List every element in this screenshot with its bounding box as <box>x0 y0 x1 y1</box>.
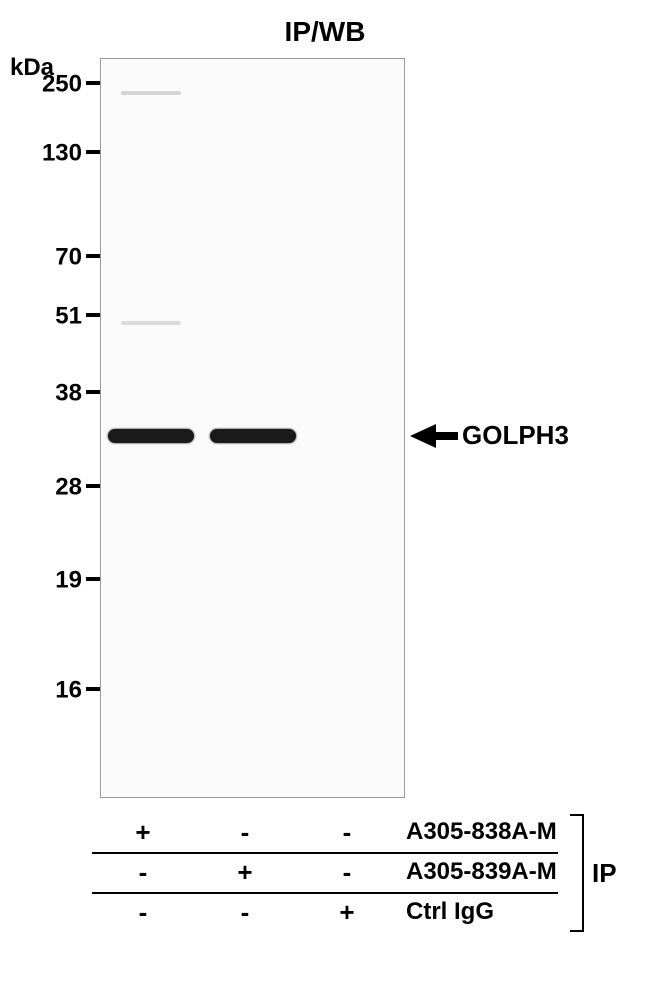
figure-title: IP/WB <box>0 16 650 48</box>
target-protein-label: GOLPH3 <box>462 420 569 451</box>
blot-faint-band <box>121 321 181 325</box>
ip-bracket-label: IP <box>592 858 617 889</box>
mw-tick-dash-icon <box>86 687 100 691</box>
mw-tick-label: 51 <box>55 303 82 330</box>
mw-tick-dash-icon <box>86 484 100 488</box>
target-band-arrow: GOLPH3 <box>410 420 569 451</box>
ip-table-mark: - <box>194 897 296 928</box>
ip-bracket-icon <box>570 814 584 932</box>
ip-table-row: +--A305-838A-M <box>92 812 622 852</box>
mw-tick-dash-icon <box>86 313 100 317</box>
mw-tick: 38 <box>26 379 100 408</box>
mw-tick-dash-icon <box>86 81 100 85</box>
mw-tick: 51 <box>26 302 100 331</box>
blot-band <box>108 429 194 443</box>
mw-tick: 70 <box>26 243 100 272</box>
mw-tick: 16 <box>26 676 100 705</box>
mw-tick-dash-icon <box>86 150 100 154</box>
ip-table-mark: - <box>92 897 194 928</box>
ip-table-mark: + <box>92 817 194 848</box>
ip-table-mark: + <box>194 857 296 888</box>
mw-tick-dash-icon <box>86 254 100 258</box>
ip-table-mark: - <box>92 857 194 888</box>
mw-tick-label: 130 <box>42 140 82 167</box>
mw-tick: 130 <box>26 139 100 168</box>
ip-table-label: A305-838A-M <box>398 818 557 846</box>
ip-table-mark: - <box>296 857 398 888</box>
ip-table-row: --+Ctrl IgG <box>92 892 622 932</box>
mw-tick-label: 19 <box>55 567 82 594</box>
mw-tick-dash-icon <box>86 390 100 394</box>
ip-table-mark: - <box>296 817 398 848</box>
mw-tick-dash-icon <box>86 577 100 581</box>
ip-table-mark: + <box>296 897 398 928</box>
ip-table-label: Ctrl IgG <box>398 898 494 926</box>
ip-table-mark: - <box>194 817 296 848</box>
mw-tick-label: 38 <box>55 380 82 407</box>
arrow-head-icon <box>410 424 436 448</box>
mw-tick: 250 <box>26 70 100 99</box>
arrow-shaft-icon <box>436 432 458 440</box>
mw-tick-label: 16 <box>55 677 82 704</box>
ip-table-label: A305-839A-M <box>398 858 557 886</box>
blot-faint-band <box>121 91 181 95</box>
mw-tick-label: 70 <box>55 244 82 271</box>
ip-table-row: -+-A305-839A-M <box>92 852 622 892</box>
mw-tick-label: 250 <box>42 71 82 98</box>
mw-tick: 28 <box>26 473 100 502</box>
ip-antibody-table: +--A305-838A-M-+-A305-839A-M--+Ctrl IgG <box>92 812 622 932</box>
western-blot-figure: IP/WB kDa 250130705138281916 GOLPH3 +--A… <box>0 0 650 983</box>
blot-band <box>210 429 296 443</box>
mw-tick-label: 28 <box>55 474 82 501</box>
blot-membrane <box>100 58 405 798</box>
mw-tick: 19 <box>26 566 100 595</box>
